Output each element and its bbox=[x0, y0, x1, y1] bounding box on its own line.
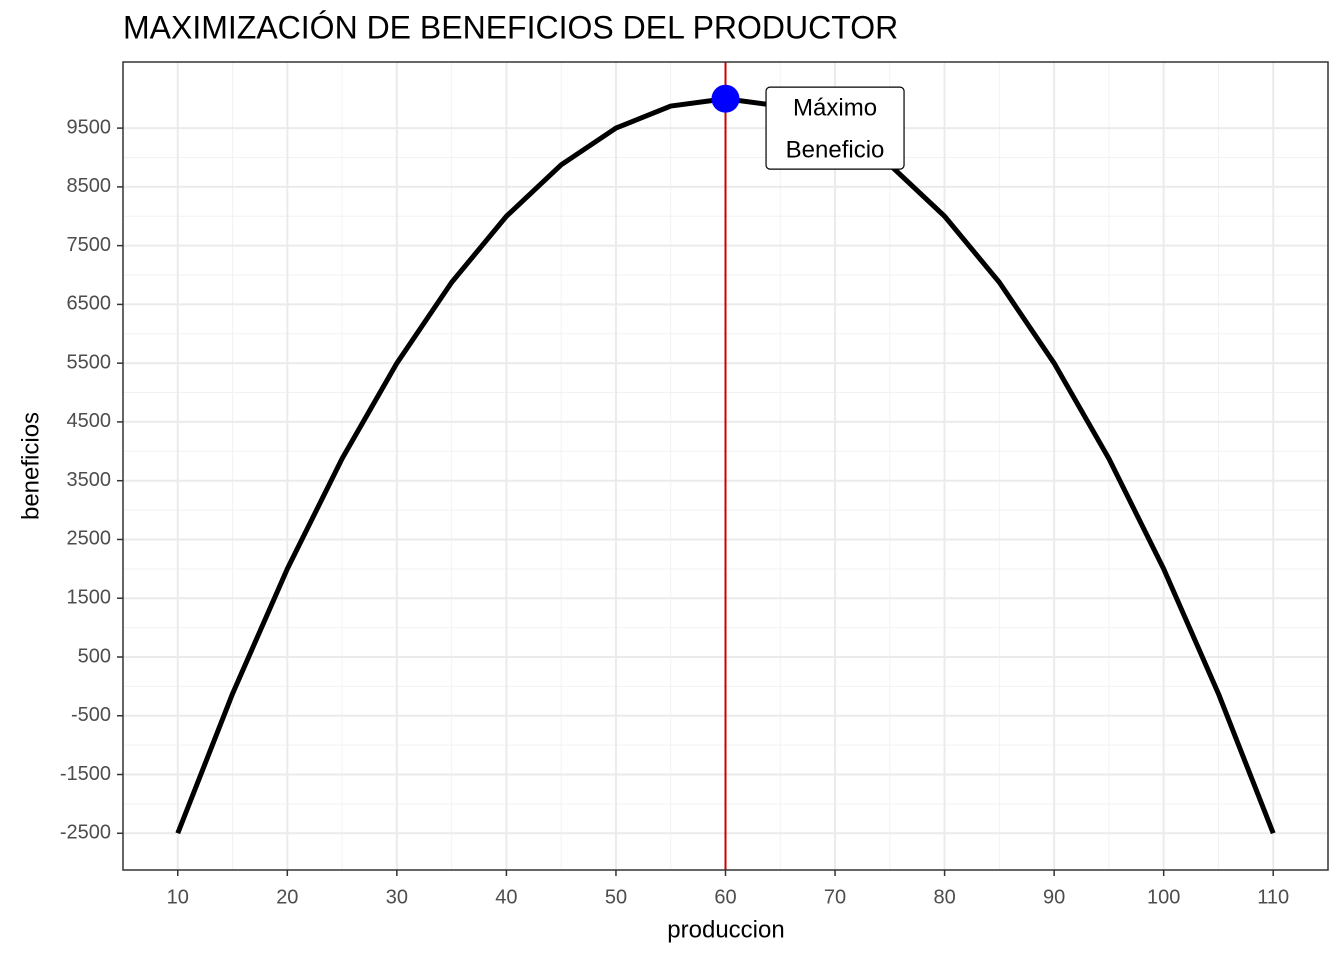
y-tick-label: -1500 bbox=[60, 763, 111, 785]
annotation-box bbox=[765, 86, 905, 170]
x-tick-label: 100 bbox=[1147, 886, 1180, 908]
x-tick-label: 80 bbox=[933, 886, 955, 908]
y-tick-label: 1500 bbox=[67, 586, 112, 608]
x-tick-label: 110 bbox=[1257, 886, 1289, 908]
panel-border bbox=[122, 61, 1329, 871]
x-tick-label: 90 bbox=[1043, 886, 1065, 908]
x-tick-label: 70 bbox=[824, 886, 846, 908]
y-tick-label: 8500 bbox=[67, 175, 112, 197]
x-axis-title: produccion bbox=[667, 916, 784, 943]
y-tick-label: 4500 bbox=[67, 410, 112, 432]
y-tick-label: 5500 bbox=[67, 351, 112, 373]
y-tick-label: 7500 bbox=[67, 234, 112, 256]
y-tick-label: -500 bbox=[71, 704, 111, 726]
annotation-text: Máximo bbox=[793, 94, 877, 121]
annotation-text: Beneficio bbox=[786, 136, 885, 163]
max-point bbox=[711, 84, 740, 113]
x-tick-label: 50 bbox=[605, 886, 627, 908]
x-tick-label: 40 bbox=[495, 886, 517, 908]
chart-title: MAXIMIZACIÓN DE BENEFICIOS DEL PRODUCTOR bbox=[123, 9, 898, 45]
y-tick-label: 500 bbox=[78, 645, 111, 667]
y-tick-label: 9500 bbox=[67, 116, 112, 138]
y-tick-label: 6500 bbox=[67, 293, 112, 315]
y-tick-label: 2500 bbox=[67, 528, 112, 550]
y-axis-title: beneficios bbox=[17, 412, 44, 520]
x-tick-label: 10 bbox=[167, 886, 189, 908]
x-tick-label: 20 bbox=[276, 886, 298, 908]
y-tick-label: -2500 bbox=[60, 822, 111, 844]
x-tick-label: 60 bbox=[714, 886, 736, 908]
x-tick-label: 30 bbox=[386, 886, 408, 908]
y-tick-label: 3500 bbox=[67, 469, 112, 491]
